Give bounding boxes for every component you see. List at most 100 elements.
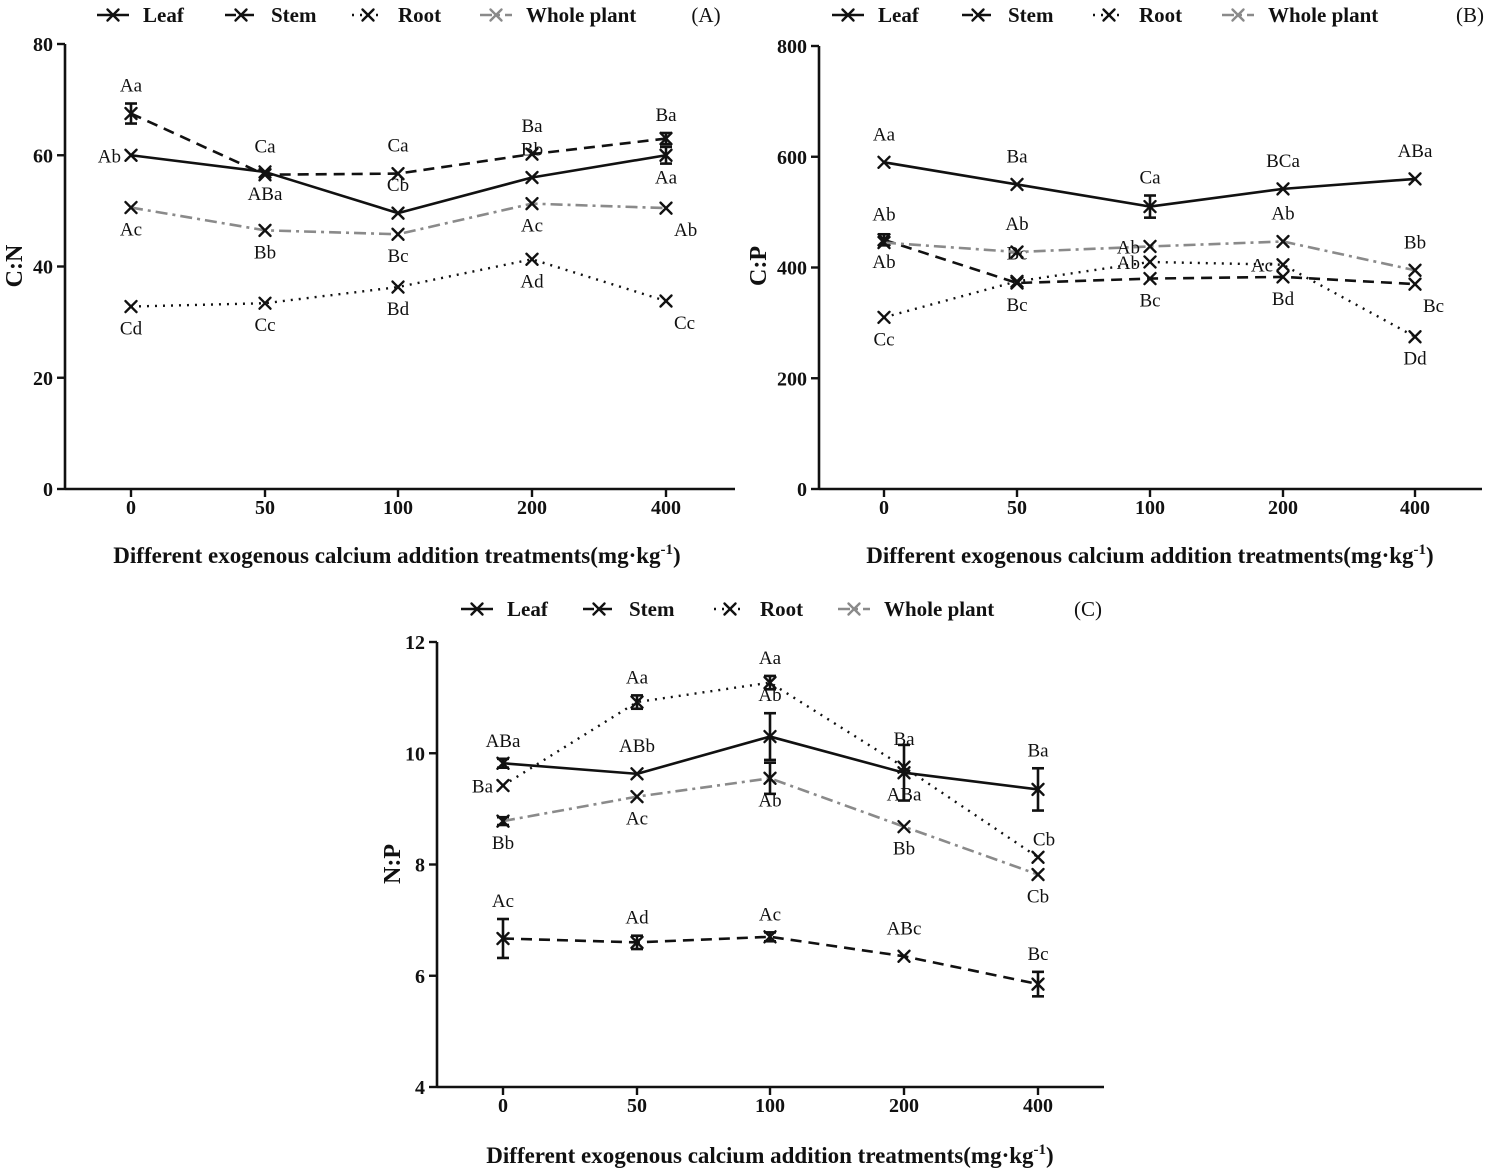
legend-marker-stroke-b — [1231, 8, 1245, 22]
legend-marker-stroke-b — [592, 602, 606, 616]
panel-label: (A) — [691, 3, 720, 27]
data-point-stroke-b — [1031, 977, 1045, 991]
significance-letter: Ac — [492, 891, 514, 912]
significance-letter: Ac — [626, 809, 648, 830]
x-tick-label: 0 — [879, 497, 889, 519]
significance-letter: Cc — [254, 315, 275, 336]
significance-letter: Bc — [1423, 296, 1444, 317]
significance-letter: Ad — [520, 271, 544, 292]
data-point — [877, 235, 891, 250]
significance-letter: Aa — [873, 124, 896, 145]
data-point-stroke-b — [877, 233, 891, 247]
data-point-stroke-b — [1010, 245, 1024, 259]
data-point — [525, 147, 539, 161]
data-point — [1276, 182, 1290, 196]
significance-letter: BCa — [1266, 151, 1300, 172]
data-point — [1143, 271, 1157, 286]
series-leaf: ABa ABb Ab ABa Ba — [486, 685, 1049, 812]
significance-letter: Ac — [120, 220, 142, 241]
data-point — [630, 935, 644, 950]
series-line — [130, 258, 667, 308]
data-point-stroke-b — [258, 296, 272, 310]
data-point — [1143, 199, 1157, 214]
data-point — [525, 196, 539, 211]
data-point-stroke-b — [525, 252, 539, 266]
x-tick-label: 100 — [755, 1095, 785, 1117]
legend-label: Stem — [271, 3, 317, 27]
data-point-stroke-b — [1276, 270, 1290, 284]
legend-marker-stroke-b — [470, 602, 484, 616]
significance-letter: Ab — [1271, 203, 1294, 224]
data-point-stroke-b — [258, 165, 272, 179]
data-point — [1276, 234, 1290, 249]
x-axis-title-sup: -1 — [1414, 542, 1427, 558]
x-axis-title-sup: -1 — [1034, 1142, 1047, 1158]
significance-letter: Ba — [655, 105, 677, 126]
x-tick-label: 200 — [1268, 497, 1298, 519]
significance-letter: Cd — [120, 319, 143, 340]
significance-letter: Aa — [120, 76, 143, 97]
data-point — [659, 131, 673, 146]
series-whole-plant: Ac Bb Bc Ac Ab — [120, 196, 697, 267]
legend-item: Stem — [583, 597, 675, 621]
data-point — [525, 170, 539, 185]
data-point-stroke-b — [897, 766, 911, 780]
legend-marker-stroke-b — [841, 8, 855, 22]
data-point-stroke-b — [1408, 277, 1422, 291]
data-point-stroke-b — [391, 206, 405, 220]
legend-item: Whole plant — [1222, 3, 1378, 27]
data-point-stroke-b — [258, 223, 272, 238]
x-tick-label: 50 — [255, 497, 275, 519]
data-point-stroke-b — [124, 148, 138, 162]
data-point-stroke-b — [525, 170, 539, 185]
data-point — [877, 155, 891, 169]
y-tick-label: 6 — [415, 966, 425, 988]
series-stem: Ac Ad Ac ABc Bc — [492, 891, 1049, 998]
data-point-stroke-b — [1408, 263, 1422, 277]
significance-letter: Ba — [1027, 740, 1049, 761]
data-point-stroke-b — [391, 280, 405, 294]
significance-letter: Ab — [872, 205, 895, 226]
x-axis-title: Different exogenous calcium addition tre… — [486, 1142, 1053, 1168]
y-tick-label: 20 — [33, 368, 53, 390]
significance-letter: Ba — [1006, 146, 1028, 167]
significance-letter: Aa — [655, 167, 678, 188]
significance-letter: ABa — [887, 785, 922, 806]
y-tick-label: 600 — [777, 147, 807, 169]
x-tick-label: 50 — [1007, 497, 1027, 519]
legend-marker — [470, 602, 484, 616]
data-point — [1408, 263, 1422, 277]
x-tick-label: 50 — [627, 1095, 647, 1117]
data-point-stroke-b — [763, 675, 777, 690]
data-point — [897, 766, 911, 780]
y-tick-label: 80 — [33, 34, 53, 56]
series-whole-plant: Bb Ac Ab Bb Cb — [492, 761, 1049, 908]
significance-letter: Cc — [873, 329, 894, 350]
data-point-stroke-b — [659, 201, 673, 215]
data-point — [763, 930, 777, 944]
data-point-stroke-b — [877, 235, 891, 250]
legend-marker-stroke-b — [847, 602, 861, 616]
significance-letter: Bc — [1006, 243, 1027, 264]
series-line — [883, 240, 1416, 272]
data-point-stroke-b — [659, 148, 673, 162]
legend-item: Whole plant — [838, 597, 994, 621]
series-line — [502, 681, 1039, 859]
data-point — [763, 675, 777, 690]
data-point-stroke-b — [630, 767, 644, 781]
series-stem: Ab Bc Bc Bd Bc — [872, 232, 1444, 317]
y-tick-label: 10 — [405, 743, 425, 765]
legend-label: Stem — [1008, 3, 1054, 27]
data-point — [391, 227, 405, 241]
data-point-stroke-b — [659, 294, 673, 308]
y-tick-label: 60 — [33, 145, 53, 167]
data-point — [496, 931, 510, 946]
panel-c-chart: 4 6 8 10 12 0 50 100 200 400 N:P Different exogenou… — [380, 597, 1104, 1168]
data-point-stroke-b — [525, 147, 539, 161]
significance-letter: Ab — [674, 220, 697, 241]
x-axis-title-main: Different exogenous calcium addition tre… — [486, 1143, 1034, 1168]
y-tick-label: 800 — [777, 36, 807, 58]
y-tick-label: 40 — [33, 257, 53, 279]
